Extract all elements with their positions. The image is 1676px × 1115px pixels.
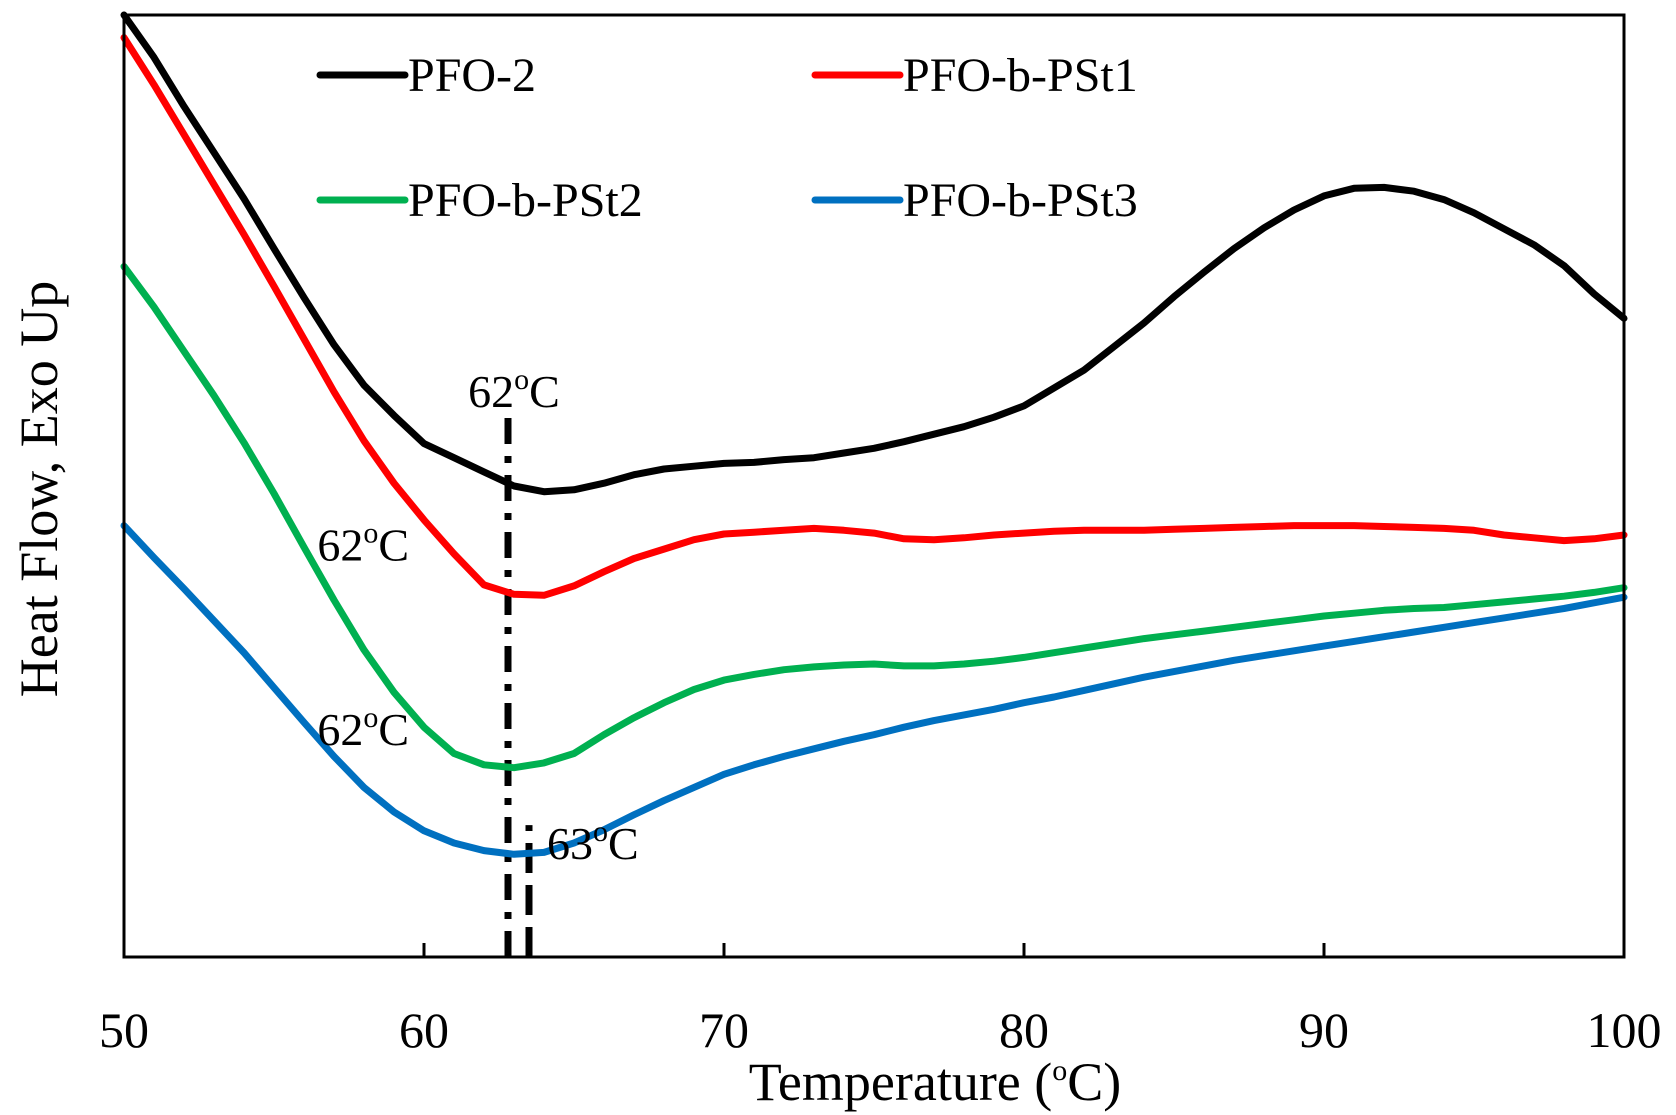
x-axis-ticks (122, 943, 1626, 957)
x-tick-label-70: 70 (699, 1002, 749, 1058)
x-tick-label-80: 80 (999, 1002, 1049, 1058)
legend-item-pfo-b-pst2: PFO-b-PSt2 (316, 174, 643, 227)
x-tick-label-50: 50 (99, 1002, 149, 1058)
legend-label-pfo-b-pst2: PFO-b-PSt2 (408, 174, 643, 227)
legend: PFO-2 PFO-b-PSt1 PFO-b-PSt2 PFO-b-PSt3 (316, 49, 1138, 227)
x-axis-title: Temperature (oC) (749, 1052, 1122, 1112)
y-axis-title: Heat Flow, Exo Up (9, 281, 69, 697)
annotation-1: 62oC (468, 363, 560, 417)
series-line-pfo-b-pst3 (120, 522, 1628, 858)
annotation-3: 62oC (317, 701, 409, 755)
legend-item-pfo-b-pst3: PFO-b-PSt3 (811, 174, 1138, 227)
x-tick-label-90: 90 (1299, 1002, 1349, 1058)
x-axis-tick-labels: 50 60 70 80 90 100 (99, 1002, 1662, 1058)
series-line-pfo-2 (120, 11, 1628, 496)
series-line-pfo-b-pst1 (120, 34, 1628, 599)
legend-label-pfo-2: PFO-2 (408, 49, 536, 102)
temperature-annotations: 62oC 62oC 62oC 63oC (317, 363, 638, 869)
legend-label-pfo-b-pst1: PFO-b-PSt1 (903, 49, 1138, 102)
legend-item-pfo-b-pst1: PFO-b-PSt1 (811, 49, 1138, 102)
annotation-2: 62oC (317, 516, 409, 570)
series-line-pfo-b-pst2 (120, 263, 1628, 772)
annotation-4: 63oC (547, 815, 639, 869)
legend-item-pfo-2: PFO-2 (316, 49, 536, 102)
x-tick-label-60: 60 (399, 1002, 449, 1058)
x-tick-label-100: 100 (1587, 1002, 1662, 1058)
legend-label-pfo-b-pst3: PFO-b-PSt3 (903, 174, 1138, 227)
plot-area-frame (122, 13, 1626, 959)
transition-marker-lines (504, 405, 533, 957)
series-lines (120, 11, 1628, 858)
